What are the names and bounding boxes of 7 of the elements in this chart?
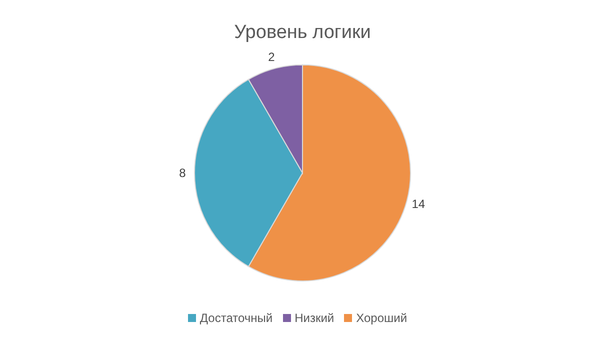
data-label: 8: [179, 166, 186, 180]
data-label: 2: [268, 50, 276, 64]
data-label: 14: [412, 196, 426, 211]
legend-label: Низкий: [294, 311, 334, 325]
legend-label: Хороший: [356, 311, 408, 325]
chart-title: Уровень логики: [233, 21, 372, 45]
legend-label: Достаточный: [200, 311, 273, 325]
